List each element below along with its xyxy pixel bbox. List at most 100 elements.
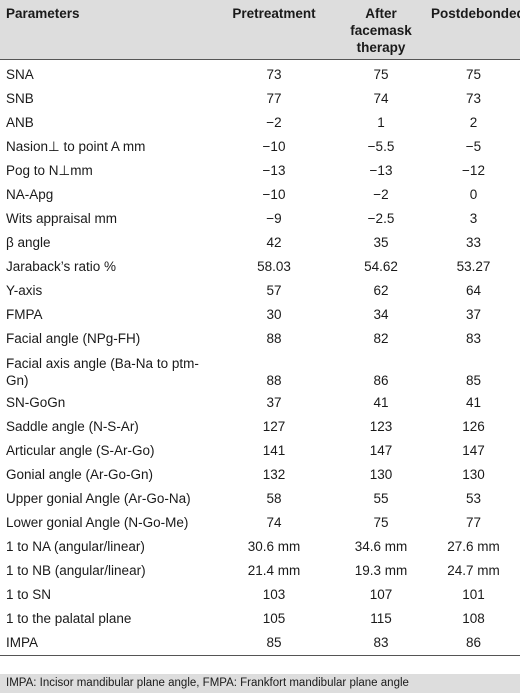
postdebonded-cell: 53.27 [456,259,491,274]
pretreatment-cell: 58.03 [257,259,291,274]
pretreatment-cell: 74 [266,515,282,530]
pretreatment-cell: −10 [262,139,286,154]
parameter-cell: FMPA [6,307,43,322]
after-facemask-cell: 86 [373,373,389,388]
parameter-cell: Pog to N⊥mm [6,163,93,178]
pretreatment-cell: 37 [266,395,282,410]
table-row: NA-Apg −10 −2 0 [0,183,520,207]
after-facemask-cell: 34.6 mm [354,539,408,554]
pretreatment-cell: 132 [262,467,286,482]
cephalometric-table: Parameters Pretreatment After facemask t… [0,0,520,656]
after-facemask-cell: 34 [373,307,389,322]
table-row: Y-axis 57 62 64 [0,279,520,303]
after-facemask-cell: 123 [369,419,393,434]
table-row: 1 to NB (angular/linear) 21.4 mm 19.3 mm 24… [0,559,520,583]
table-row: Articular angle (S-Ar-Go) 141 147 147 [0,439,520,463]
table-row: Upper gonial Angle (Ar-Go-Na) 58 55 53 [0,487,520,511]
parameter-cell: Y-axis [6,283,43,298]
pretreatment-cell: −9 [266,211,282,226]
postdebonded-cell: 147 [462,443,485,458]
postdebonded-cell: 33 [465,235,482,250]
postdebonded-cell: 86 [427,631,520,656]
postdebonded-cell: 101 [462,587,485,602]
postdebonded-cell: 108 [462,611,485,626]
postdebonded-cell: 37 [465,307,482,322]
after-facemask-cell: 83 [335,631,427,656]
table-row: ANB −2 1 2 [0,111,520,135]
after-facemask-cell: 130 [369,467,393,482]
pretreatment-cell: 85 [213,631,335,656]
after-facemask-cell: −13 [369,163,393,178]
table-row: Lower gonial Angle (N-Go-Me) 74 75 77 [0,511,520,535]
table-row: Gonial angle (Ar-Go-Gn) 132 130 130 [0,463,520,487]
after-facemask-cell: −2.5 [367,211,395,226]
pretreatment-cell: 127 [262,419,286,434]
table-row: Nasion⊥ to point A mm −10 −5.5 −5 [0,135,520,159]
postdebonded-cell: −12 [462,163,485,178]
pretreatment-cell: −2 [266,115,282,130]
header-parameters: Parameters [6,6,80,21]
postdebonded-cell: 130 [462,467,485,482]
postdebonded-cell: 126 [462,419,485,434]
postdebonded-cell: 0 [469,187,478,202]
header-postdebonded: Postdebonded [431,6,520,21]
parameter-cell: SN-GoGn [6,395,66,410]
parameter-cell: NA-Apg [6,187,54,202]
parameter-cell: ANB [6,115,34,130]
postdebonded-cell: 41 [465,395,482,410]
pretreatment-cell: 103 [262,587,286,602]
table-row: Facial axis angle (Ba-Na to ptm-Gn) 88 86 8… [0,351,520,391]
after-facemask-cell: 107 [369,587,393,602]
pretreatment-cell: 58 [266,491,282,506]
table-row: 1 to the palatal plane 105 115 108 [0,607,520,631]
table-row: Saddle angle (N-S-Ar) 127 123 126 [0,415,520,439]
after-facemask-cell: 35 [373,235,389,250]
parameter-cell: Nasion⊥ to point A mm [6,139,146,154]
table-row: Facial angle (NPg-FH) 88 82 83 [0,327,520,351]
postdebonded-cell: 83 [465,331,482,346]
parameter-cell: Gonial angle (Ar-Go-Gn) [6,467,154,482]
table-row: Jaraback’s ratio % 58.03 54.62 53.27 [0,255,520,279]
parameter-cell: Saddle angle (N-S-Ar) [6,419,139,434]
postdebonded-cell: 3 [469,211,478,226]
parameter-cell: 1 to NA (angular/linear) [6,539,145,554]
parameter-cell: Facial axis angle (Ba-Na to ptm-Gn) [6,356,199,388]
postdebonded-cell: 27.6 mm [447,539,500,554]
pretreatment-cell: −13 [262,163,286,178]
pretreatment-cell: 30.6 mm [247,539,301,554]
parameter-cell: Jaraback’s ratio % [6,259,117,274]
parameter-cell: Lower gonial Angle (N-Go-Me) [6,515,189,530]
after-facemask-cell: 82 [373,331,389,346]
postdebonded-cell: 53 [465,491,482,506]
parameter-cell: IMPA [0,631,213,656]
after-facemask-cell: 75 [335,59,427,87]
pretreatment-cell: 141 [262,443,286,458]
pretreatment-cell: 57 [266,283,282,298]
postdebonded-cell: −5 [465,139,482,154]
after-facemask-cell: 75 [373,515,389,530]
pretreatment-cell: 88 [266,331,282,346]
pretreatment-cell: 105 [262,611,286,626]
after-facemask-cell: 55 [373,491,389,506]
table-row: SNB 77 74 73 [0,87,520,111]
after-facemask-cell: −5.5 [367,139,395,154]
pretreatment-cell: 77 [266,91,282,106]
table-row: 1 to SN 103 107 101 [0,583,520,607]
parameter-cell: 1 to the palatal plane [6,611,132,626]
table-header-row: Parameters Pretreatment After facemask t… [0,0,520,60]
parameter-cell: SNA [0,59,213,87]
after-facemask-cell: 41 [373,395,389,410]
parameter-cell: 1 to SN [6,587,52,602]
table-row: Pog to N⊥mm −13 −13 −12 [0,159,520,183]
pretreatment-cell: 30 [266,307,282,322]
pretreatment-cell: −10 [262,187,286,202]
after-facemask-cell: 62 [373,283,389,298]
after-facemask-cell: 147 [369,443,393,458]
table-row: FMPA 30 34 37 [0,303,520,327]
pretreatment-cell: 88 [266,373,282,388]
after-facemask-cell: 115 [370,611,392,626]
pretreatment-cell: 42 [266,235,282,250]
table-row: Wits appraisal mm −9 −2.5 3 [0,207,520,231]
after-facemask-cell: 54.62 [364,259,398,274]
